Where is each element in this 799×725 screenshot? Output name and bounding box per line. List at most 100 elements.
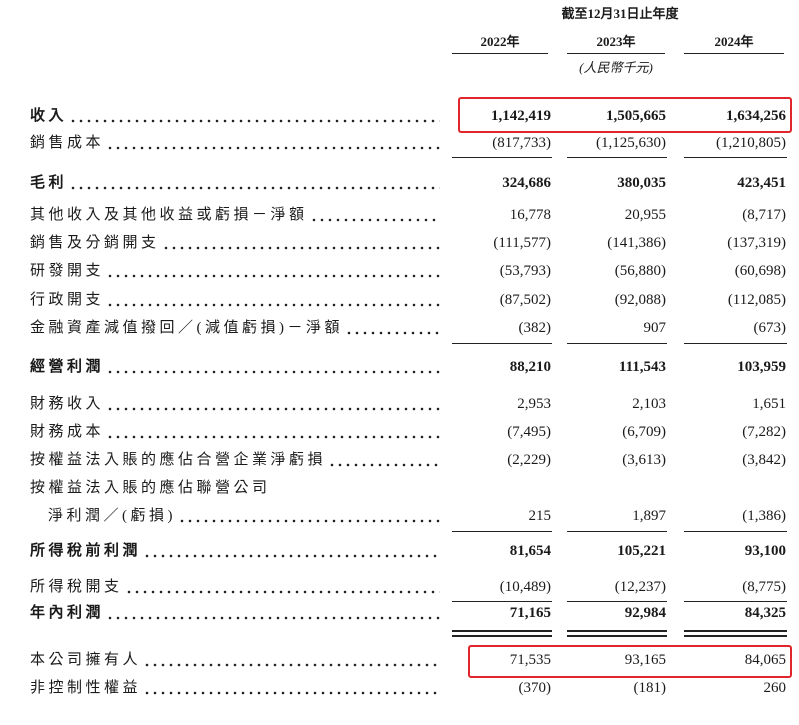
cell-value: (137,319) [727,235,786,251]
cell-value: (382) [518,320,552,336]
rule [452,635,552,637]
cell-value: (3,842) [742,452,786,468]
rule [452,53,548,54]
dot-leader [106,145,440,151]
rule [684,343,787,344]
cell-value: 1,142,419 [491,108,551,124]
row-label: 所得稅開支 [30,579,123,595]
cell-value: (6,709) [622,424,666,440]
cell-value: 2,953 [517,396,551,412]
cell-value: (87,502) [499,292,551,308]
cell-value: 215 [528,508,552,524]
row-label: 本公司擁有人 [30,652,142,668]
cell-value: 81,654 [509,543,551,559]
cell-value: 423,451 [737,175,786,191]
rule [567,635,667,637]
row-label: 收入 [30,108,68,124]
cell-value: 1,505,665 [606,108,666,124]
row-label: 銷售及分銷開支 [30,235,160,251]
dot-leader [143,690,440,696]
cell-value: 380,035 [617,175,666,191]
dot-leader [69,185,440,191]
row-label: 非控制性權益 [30,680,142,696]
cell-value: (1,386) [742,508,786,524]
row-label: 按權益法入賬的應佔聯營公司 [30,480,271,496]
row-label: 按權益法入賬的應佔合營企業淨虧損 [30,452,327,468]
cell-value: 71,165 [509,605,551,621]
rule [452,630,552,632]
dot-leader [106,434,440,440]
dot-leader [310,217,440,223]
dot-leader [106,369,440,375]
cell-value: 16,778 [509,207,551,223]
row-label: 財務收入 [30,396,105,412]
row-label: 其他收入及其他收益或虧損－淨額 [30,207,308,223]
cell-value: (112,085) [727,292,786,308]
cell-value: (181) [633,680,667,696]
cell-value: 324,686 [502,175,551,191]
cell-value: (12,237) [614,579,666,595]
cell-value: 71,535 [509,652,551,668]
cell-value: 1,651 [752,396,786,412]
cell-value: (8,717) [742,207,786,223]
rule [452,531,552,532]
row-label: 行政開支 [30,292,105,308]
cell-value: (7,282) [742,424,786,440]
cell-value: 103,959 [737,359,786,375]
rule [452,157,552,158]
cell-value: 92,984 [624,605,666,621]
rule [567,53,665,54]
cell-value: (3,613) [622,452,666,468]
cell-value: (92,088) [614,292,666,308]
cell-value: 88,210 [509,359,551,375]
cell-value: (1,125,630) [596,135,666,151]
rule [567,531,667,532]
row-label: 年內利潤 [30,605,105,621]
cell-value: (141,386) [607,235,666,251]
row-label: 所得稅前利潤 [30,543,142,559]
rule [567,630,667,632]
cell-value: (1,210,805) [716,135,786,151]
cell-value: (7,495) [507,424,551,440]
dot-leader [143,553,440,559]
year-header: 2023年 [596,34,636,49]
cell-value: 1,634,256 [726,108,786,124]
row-label: 銷售成本 [30,135,105,151]
rule [684,531,787,532]
year-header: 2022年 [480,34,520,49]
cell-value: 260 [763,680,787,696]
cell-value: 907 [643,320,667,336]
cell-value: 2,103 [632,396,666,412]
dot-leader [143,662,440,668]
row-label: 研發開支 [30,263,105,279]
dot-leader [69,118,440,124]
row-sublabel: 淨利潤／(虧損) [48,508,176,524]
rule [684,635,787,637]
dot-leader [125,589,440,595]
period-header: 截至12月31日止年度 [561,6,679,21]
cell-value: (53,793) [499,263,551,279]
dot-leader [328,462,440,468]
rule [452,343,552,344]
cell-value: (2,229) [507,452,551,468]
cell-value: (817,733) [492,135,551,151]
rule [452,601,552,602]
cell-value: (56,880) [614,263,666,279]
cell-value: (370) [518,680,552,696]
dot-leader [106,302,440,308]
year-header: 2024年 [714,34,754,49]
cell-value: 105,221 [617,543,666,559]
dot-leader [106,273,440,279]
dot-leader [178,518,440,524]
cell-value: 93,165 [624,652,666,668]
rule [684,157,787,158]
rule [567,343,667,344]
cell-value: (8,775) [742,579,786,595]
rule [684,630,787,632]
highlight-box [468,645,792,678]
rule [567,157,667,158]
rule [684,53,784,54]
dot-leader [345,330,440,336]
